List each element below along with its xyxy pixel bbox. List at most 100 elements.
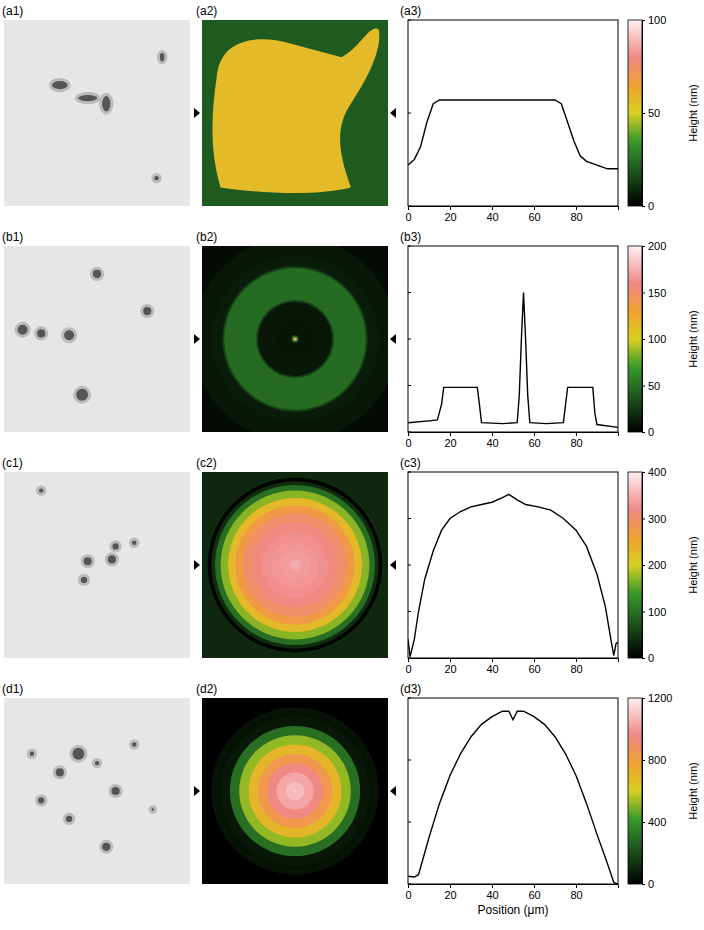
colorbar-tick-mark: [642, 519, 645, 520]
x-tick-mark: [408, 206, 409, 210]
micrograph-spot: [16, 323, 29, 336]
colorbar-tick-label: 100: [648, 606, 666, 618]
colorbar-tick-mark: [642, 113, 645, 114]
micrograph-ground: [4, 698, 190, 884]
plot-frame: [408, 472, 618, 658]
micrograph-ground: [4, 246, 190, 432]
y-tick-mark: [408, 565, 411, 566]
x-axis-line: [409, 207, 619, 211]
map-ring: [249, 745, 342, 838]
micrograph-spot: [82, 556, 93, 567]
x-tick: 40: [486, 432, 498, 449]
colorbar-tick: 100: [642, 606, 666, 618]
x-tick: 60: [528, 432, 540, 449]
colorbar-tick-label: 200: [648, 559, 666, 571]
x-tick: 80: [570, 658, 582, 675]
profile-marker: [194, 560, 200, 570]
profile-marker: [390, 334, 396, 344]
y-tick-mark: [408, 385, 411, 386]
colorbar-tick-label: 150: [648, 287, 666, 299]
map-ring: [289, 559, 300, 570]
profile-marker: [390, 108, 396, 118]
colorbar-tick: 300: [642, 513, 666, 525]
map-ring: [258, 754, 332, 828]
panel-label: (c1): [2, 456, 23, 470]
map-ring: [289, 333, 300, 344]
x-axis-title: Position (μm): [478, 903, 549, 917]
micrograph-spot: [63, 329, 76, 342]
colorbar-tick-mark: [642, 658, 645, 659]
y-tick-mark: [408, 246, 411, 247]
map-ring: [202, 246, 388, 432]
x-tick-label: 80: [570, 437, 582, 449]
map-ring: [228, 498, 362, 632]
map-ring: [294, 338, 297, 341]
profile-line: [408, 711, 618, 884]
x-axis-line: [409, 433, 619, 437]
map-ring: [293, 337, 297, 341]
map-ground: [202, 698, 388, 884]
map-ring: [221, 717, 370, 866]
map-ring: [267, 763, 323, 819]
colorbar-tick: 100: [642, 14, 666, 26]
micrograph-spot: [91, 268, 102, 279]
micrograph-ground: [4, 20, 190, 206]
y-tick-mark: [408, 339, 411, 340]
colorbar-tick-label: 50: [648, 107, 660, 119]
colorbar-tick: 0: [642, 878, 654, 890]
map-ground: [202, 472, 388, 658]
x-tick-mark: [576, 658, 577, 662]
y-axis-title: Height (nm): [687, 310, 699, 367]
profile-marker: [390, 786, 396, 796]
y-tick-mark: [408, 611, 411, 612]
colorbar-tick-label: 800: [648, 754, 666, 766]
map-region: [212, 28, 379, 193]
x-tick-mark: [492, 206, 493, 210]
colorbar-tick: 100: [642, 333, 666, 345]
colorbar-tick: 0: [642, 652, 654, 664]
colorbar-axis-line: [643, 473, 646, 659]
colorbar: [628, 246, 642, 432]
map-ring: [230, 726, 360, 856]
panel-label: (b3): [400, 230, 421, 244]
x-tick-label: 80: [570, 889, 582, 901]
profile-line: [408, 293, 618, 428]
x-tick: 0: [405, 658, 411, 675]
x-tick-label: 20: [444, 437, 456, 449]
plot-area: [408, 494, 618, 656]
micrograph-spot: [36, 328, 47, 339]
y-tick-mark: [408, 20, 411, 21]
plot-frame: [408, 20, 618, 206]
x-tick-mark: [450, 884, 451, 888]
panel-label: (d3): [400, 682, 421, 696]
map-ring: [256, 300, 334, 378]
micrograph-spot: [77, 93, 99, 102]
y-tick-mark: [408, 113, 411, 114]
x-tick: 40: [486, 658, 498, 675]
x-tick-mark: [576, 432, 577, 436]
colorbar-tick-mark: [642, 432, 645, 433]
map-ring: [222, 266, 367, 411]
colorbar-tick-label: 50: [648, 380, 660, 392]
plot-area: [408, 293, 618, 428]
plot-area: [408, 711, 618, 884]
micrograph-spot: [28, 750, 35, 757]
colorbar-tick-mark: [642, 884, 645, 885]
y-tick-mark: [408, 884, 411, 885]
x-tick-label: 80: [570, 663, 582, 675]
colorbar-tick-mark: [642, 822, 645, 823]
profile-marker: [194, 108, 200, 118]
x-tick-label: 80: [570, 211, 582, 223]
colorbar-tick-label: 0: [648, 200, 654, 212]
map-ring: [254, 298, 336, 380]
x-tick: 0: [405, 884, 411, 901]
y-tick-mark: [408, 698, 411, 699]
panel-label: (d2): [196, 682, 217, 696]
micrograph-spot: [111, 542, 120, 551]
x-tick: 80: [570, 432, 582, 449]
colorbar-tick-mark: [642, 293, 645, 294]
x-axis: 0 20 40 60 80: [405, 432, 618, 449]
x-tick-label: 0: [405, 437, 411, 449]
colorbar-tick-label: 200: [648, 240, 666, 252]
x-tick-mark: [492, 658, 493, 662]
